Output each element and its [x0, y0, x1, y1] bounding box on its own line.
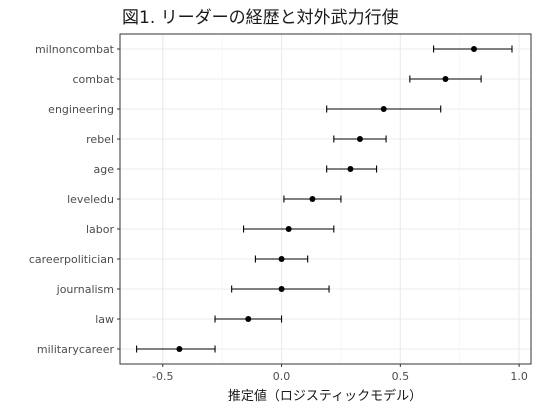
y-tick-label-combat: combat — [72, 73, 114, 86]
x-axis-title: 推定値（ロジスティックモデル） — [228, 388, 422, 404]
point-age — [347, 166, 354, 172]
error-bar-militarycareer — [136, 345, 216, 353]
chart-title: 図1. リーダーの経歴と対外武力行使 — [122, 8, 399, 28]
y-tick-label-leveledu: leveledu — [67, 193, 114, 206]
x-tick-label: 0.0 — [273, 370, 291, 383]
x-tick-label: 0.5 — [392, 370, 410, 383]
point-militarycareer — [176, 346, 183, 352]
point-leveledu — [309, 196, 316, 202]
y-tick-label-law: law — [95, 313, 114, 326]
x-tick-labels: -0.5 0.0 0.5 1.0 — [152, 364, 528, 383]
point-journalism — [278, 286, 285, 292]
y-tick-label-milnoncombat: milnoncombat — [35, 43, 115, 56]
estimate-points — [176, 46, 477, 352]
point-combat — [442, 76, 449, 82]
y-tick-label-militarycareer: militarycareer — [37, 343, 115, 356]
point-careerpolitician — [278, 256, 285, 262]
y-tick-label-age: age — [94, 163, 115, 176]
x-tick-label: 1.0 — [510, 370, 528, 383]
y-tick-label-engineering: engineering — [48, 103, 114, 116]
x-tick-label: -0.5 — [152, 370, 173, 383]
point-rebel — [356, 136, 363, 142]
point-engineering — [380, 106, 387, 112]
y-tick-label-rebel: rebel — [86, 133, 114, 146]
y-tick-label-labor: labor — [86, 223, 115, 236]
point-labor — [285, 226, 292, 232]
y-tick-label-journalism: journalism — [56, 283, 114, 296]
y-tick-labels: milnoncombat combat engineering rebel age lev… — [29, 43, 120, 356]
point-milnoncombat — [470, 46, 477, 52]
y-tick-label-careerpolitician: careerpolitician — [29, 253, 114, 266]
point-law — [245, 316, 252, 322]
